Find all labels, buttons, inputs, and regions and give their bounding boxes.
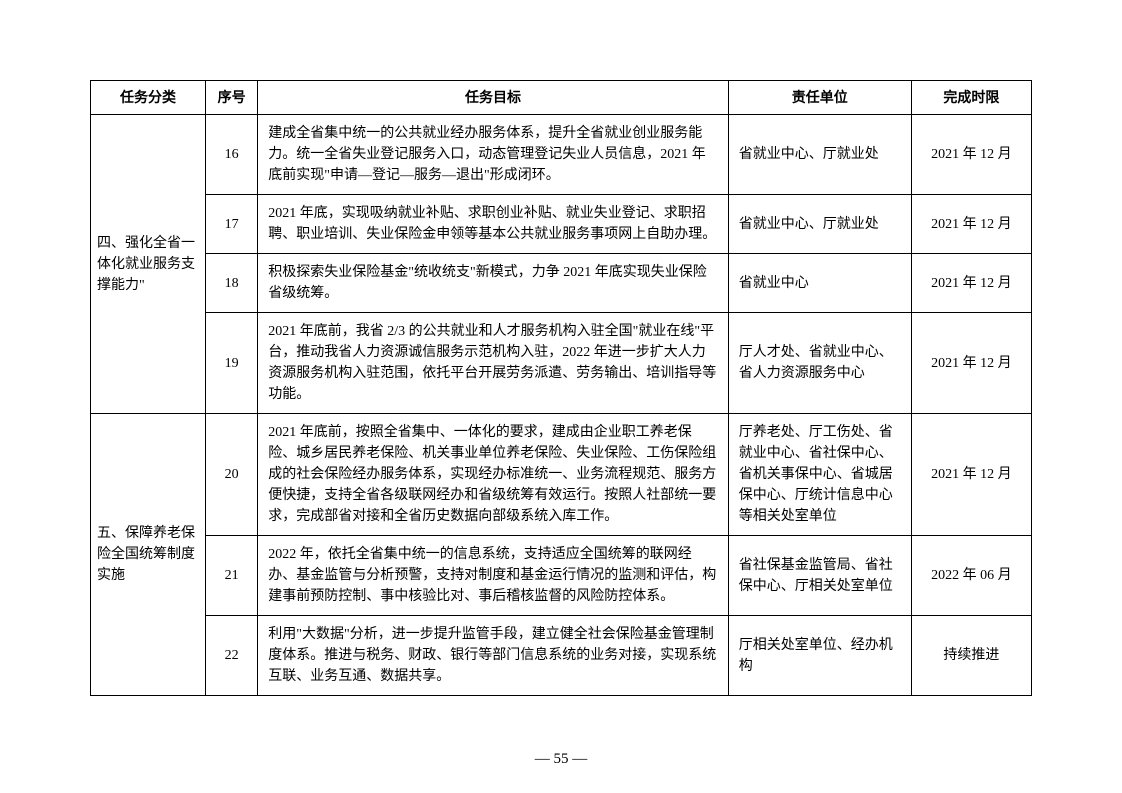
task-table: 任务分类 序号 任务目标 责任单位 完成时限 四、强化全省一体化就业服务支撑能力… [90, 80, 1032, 696]
index-cell: 20 [206, 414, 258, 536]
header-category: 任务分类 [91, 81, 206, 115]
table-row: 22 利用"大数据"分析，进一步提升监管手段，建立健全社会保险基金管理制度体系。… [91, 616, 1032, 696]
header-goal: 任务目标 [258, 81, 729, 115]
index-cell: 19 [206, 313, 258, 414]
deadline-cell: 2021 年 12 月 [911, 414, 1031, 536]
goal-cell: 2022 年，依托全省集中统一的信息系统，支持适应全国统筹的联网经办、基金监管与… [258, 536, 729, 616]
index-cell: 21 [206, 536, 258, 616]
deadline-cell: 2021 年 12 月 [911, 313, 1031, 414]
unit-cell: 厅养老处、厅工伤处、省就业中心、省社保中心、省机关事保中心、省城居保中心、厅统计… [728, 414, 911, 536]
table-row: 五、保障养老保险全国统筹制度实施 20 2021 年底前，按照全省集中、一体化的… [91, 414, 1032, 536]
table-row: 21 2022 年，依托全省集中统一的信息系统，支持适应全国统筹的联网经办、基金… [91, 536, 1032, 616]
header-deadline: 完成时限 [911, 81, 1031, 115]
goal-cell: 2021 年底前，按照全省集中、一体化的要求，建成由企业职工养老保险、城乡居民养… [258, 414, 729, 536]
index-cell: 17 [206, 195, 258, 254]
deadline-cell: 2021 年 12 月 [911, 115, 1031, 195]
goal-cell: 积极探索失业保险基金"统收统支"新模式，力争 2021 年底实现失业保险省级统筹… [258, 254, 729, 313]
goal-cell: 利用"大数据"分析，进一步提升监管手段，建立健全社会保险基金管理制度体系。推进与… [258, 616, 729, 696]
table-row: 18 积极探索失业保险基金"统收统支"新模式，力争 2021 年底实现失业保险省… [91, 254, 1032, 313]
index-cell: 18 [206, 254, 258, 313]
unit-cell: 厅相关处室单位、经办机构 [728, 616, 911, 696]
goal-cell: 2021 年底前，我省 2/3 的公共就业和人才服务机构入驻全国"就业在线"平台… [258, 313, 729, 414]
goal-cell: 建成全省集中统一的公共就业经办服务体系，提升全省就业创业服务能力。统一全省失业登… [258, 115, 729, 195]
unit-cell: 厅人才处、省就业中心、省人力资源服务中心 [728, 313, 911, 414]
header-index: 序号 [206, 81, 258, 115]
table-row: 四、强化全省一体化就业服务支撑能力" 16 建成全省集中统一的公共就业经办服务体… [91, 115, 1032, 195]
deadline-cell: 持续推进 [911, 616, 1031, 696]
table-row: 17 2021 年底，实现吸纳就业补贴、求职创业补贴、就业失业登记、求职招聘、职… [91, 195, 1032, 254]
category-cell: 五、保障养老保险全国统筹制度实施 [91, 414, 206, 696]
unit-cell: 省就业中心、厅就业处 [728, 115, 911, 195]
table-header-row: 任务分类 序号 任务目标 责任单位 完成时限 [91, 81, 1032, 115]
unit-cell: 省就业中心 [728, 254, 911, 313]
unit-cell: 省社保基金监管局、省社保中心、厅相关处室单位 [728, 536, 911, 616]
page-number: — 55 — [0, 751, 1122, 768]
header-unit: 责任单位 [728, 81, 911, 115]
table-row: 19 2021 年底前，我省 2/3 的公共就业和人才服务机构入驻全国"就业在线… [91, 313, 1032, 414]
goal-cell: 2021 年底，实现吸纳就业补贴、求职创业补贴、就业失业登记、求职招聘、职业培训… [258, 195, 729, 254]
deadline-cell: 2021 年 12 月 [911, 254, 1031, 313]
index-cell: 16 [206, 115, 258, 195]
category-cell: 四、强化全省一体化就业服务支撑能力" [91, 115, 206, 414]
deadline-cell: 2022 年 06 月 [911, 536, 1031, 616]
deadline-cell: 2021 年 12 月 [911, 195, 1031, 254]
unit-cell: 省就业中心、厅就业处 [728, 195, 911, 254]
index-cell: 22 [206, 616, 258, 696]
